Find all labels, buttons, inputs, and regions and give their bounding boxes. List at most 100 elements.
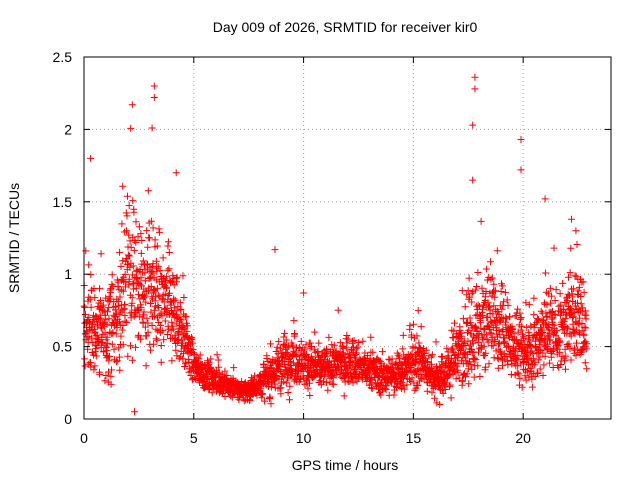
data-point (408, 374, 416, 382)
data-point (555, 302, 563, 310)
data-point (267, 400, 275, 408)
data-point (189, 339, 197, 347)
data-point (104, 308, 111, 316)
chart-title: Day 009 of 2026, SRMTID for receiver kir… (213, 19, 478, 35)
data-point (504, 361, 512, 369)
data-point (538, 327, 546, 335)
data-point (478, 334, 486, 342)
data-point (543, 312, 551, 320)
data-point (176, 315, 184, 323)
data-point (399, 331, 407, 339)
data-point (349, 359, 357, 367)
data-point (354, 343, 362, 351)
data-point (454, 359, 462, 367)
data-point (540, 361, 548, 369)
data-point (564, 324, 572, 332)
data-point (514, 351, 522, 359)
data-point (277, 384, 285, 392)
data-point (424, 359, 431, 367)
data-point (446, 371, 453, 379)
data-point (140, 308, 148, 316)
data-point (530, 311, 538, 319)
data-point (123, 212, 131, 220)
data-point (501, 337, 509, 345)
data-point (524, 355, 532, 363)
data-point (159, 327, 167, 335)
data-point (266, 393, 274, 401)
data-point (510, 344, 517, 352)
data-point (304, 384, 312, 392)
data-point (554, 341, 562, 349)
data-point (567, 244, 575, 252)
data-point (129, 262, 137, 270)
data-point (523, 323, 531, 331)
data-point (150, 94, 158, 101)
data-point (96, 285, 104, 293)
data-points (80, 73, 591, 416)
data-point (473, 283, 481, 290)
data-point (317, 373, 324, 381)
data-point (170, 295, 178, 303)
data-point (486, 303, 494, 311)
data-point (406, 322, 414, 330)
data-point (306, 339, 314, 347)
data-point (439, 353, 447, 361)
data-point (109, 328, 117, 336)
data-point (147, 300, 154, 307)
data-point (517, 136, 525, 143)
data-point (286, 382, 294, 390)
data-point (578, 348, 586, 356)
data-point (575, 283, 583, 291)
data-point (530, 294, 538, 302)
data-point (153, 284, 161, 292)
data-point (351, 354, 359, 362)
data-point (572, 351, 580, 359)
data-point (97, 314, 105, 322)
data-point (442, 379, 450, 387)
data-point (148, 322, 156, 329)
data-point (471, 85, 479, 93)
data-point (580, 331, 588, 339)
data-point (393, 384, 401, 392)
data-point (430, 384, 438, 392)
data-point (113, 358, 121, 366)
data-point (530, 324, 538, 332)
data-point (132, 238, 140, 246)
data-point (557, 301, 565, 309)
data-point (135, 331, 143, 339)
data-point (103, 347, 111, 355)
data-point (138, 237, 146, 244)
data-point (119, 341, 127, 349)
data-point (141, 277, 149, 285)
data-point (91, 362, 99, 370)
data-point (574, 299, 581, 307)
data-point (174, 329, 182, 337)
data-point (482, 265, 490, 273)
data-point (499, 362, 506, 370)
data-point (91, 294, 99, 302)
data-point (86, 295, 94, 303)
data-point (152, 257, 160, 265)
data-point (161, 290, 169, 298)
data-point (118, 326, 126, 334)
data-point (567, 332, 575, 340)
data-point (318, 371, 325, 379)
data-point (484, 338, 492, 346)
data-point (530, 355, 538, 363)
data-point (173, 273, 181, 281)
data-point (353, 349, 361, 357)
data-point (146, 273, 154, 281)
data-point (531, 321, 539, 328)
data-point (158, 312, 166, 320)
data-point (153, 267, 161, 275)
data-point (182, 313, 190, 321)
x-axis-label: GPS time / hours (292, 457, 399, 473)
data-point (235, 396, 243, 404)
data-point (561, 315, 569, 323)
data-point (494, 354, 502, 362)
data-point (177, 316, 185, 324)
data-point (472, 312, 480, 320)
data-point (559, 279, 567, 287)
data-point (126, 252, 133, 260)
data-point (159, 295, 167, 303)
